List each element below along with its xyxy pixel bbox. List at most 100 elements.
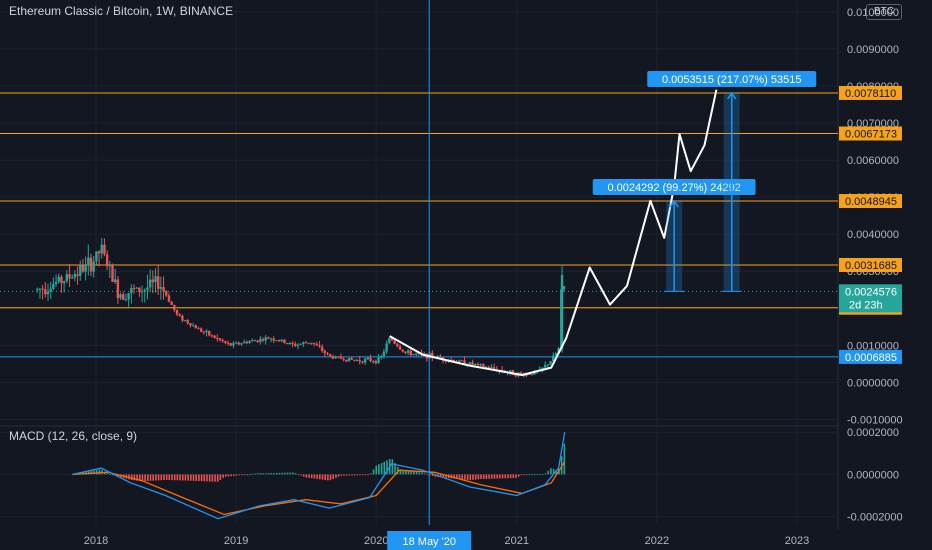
macd-histogram-bar (456, 474, 458, 479)
candle (431, 350, 434, 362)
level-price-tag: 0.0048945 (839, 194, 902, 209)
candle (191, 322, 195, 327)
candle (315, 341, 318, 346)
candle (183, 319, 187, 322)
macd-histogram-bar (327, 474, 329, 481)
candle (366, 356, 370, 360)
candle (439, 354, 442, 358)
macd-histogram-bar (235, 474, 238, 476)
candle (229, 342, 232, 347)
macd-histogram-bar (501, 474, 504, 479)
time-tick-label: 2019 (224, 535, 248, 547)
price-tick-label: 0.0100000 (847, 7, 899, 19)
macd-histogram-bar (313, 474, 316, 479)
macd-histogram-bar (429, 474, 431, 476)
macd-histogram-bar (214, 474, 216, 482)
macd-histogram-bar (265, 473, 267, 475)
macd-histogram-bar (208, 474, 211, 482)
candle (342, 357, 345, 362)
projection-drawings[interactable]: 0.0024292 (99.27%) 24292 0.0053515 (217.0… (389, 0, 817, 525)
macd-histogram-bar (345, 474, 348, 476)
macd-histogram-bar (133, 474, 136, 481)
candle (291, 341, 294, 348)
macd-histogram-bar (297, 474, 300, 476)
candle (156, 265, 160, 296)
macd-histogram-bar (396, 466, 399, 475)
svg-text:0.0006885: 0.0006885 (845, 352, 897, 364)
macd-histogram-bar (251, 473, 254, 475)
macd-histogram-bar (294, 473, 297, 475)
candle (194, 324, 198, 329)
macd-histogram-bar (141, 474, 144, 482)
macd-histogram-bar (181, 474, 184, 481)
candle (385, 340, 388, 355)
macd-histogram-bar (477, 474, 480, 480)
level-price-tag: 0.0078110 (839, 85, 902, 100)
candle (105, 250, 109, 271)
macd-tick-label: 0.0000000 (847, 469, 899, 481)
level-price-tag: 0.0006885 (839, 349, 902, 364)
candle (272, 336, 275, 343)
candle (81, 259, 85, 273)
candle (318, 341, 321, 348)
candle (175, 309, 179, 317)
candle (310, 342, 313, 345)
macd-histogram-bar (305, 474, 308, 478)
price-range-measure[interactable] (664, 199, 685, 292)
candle (87, 244, 90, 276)
macd-histogram-bar (512, 474, 515, 479)
candle (57, 273, 60, 284)
price-tick-label: 0.0000000 (847, 377, 899, 389)
macd-histogram-bar (418, 472, 421, 475)
candle (54, 274, 58, 288)
candle (275, 340, 278, 342)
candle (234, 341, 238, 344)
macd-histogram-bar (284, 472, 286, 475)
candle (76, 266, 79, 285)
candle (143, 288, 146, 303)
macd-histogram-bar (179, 474, 181, 481)
last-price-label: 0.0024576 (845, 286, 897, 298)
price-range-measure[interactable] (721, 91, 742, 292)
macd-histogram-bar (165, 474, 168, 480)
candle (130, 284, 133, 304)
candle (224, 340, 227, 345)
candle (312, 342, 316, 347)
price-tick-label: 0.0090000 (847, 44, 899, 56)
projection-curve[interactable] (389, 89, 718, 376)
macd-histogram-bar (112, 474, 114, 476)
macd-histogram-bar (413, 471, 415, 475)
candle (345, 359, 348, 363)
macd-histogram-bar (324, 474, 326, 480)
candle (404, 351, 407, 355)
macd-histogram-bar (254, 473, 257, 475)
macd-histogram-bar (372, 469, 375, 475)
macd-histogram-bar (370, 473, 372, 475)
candle (369, 354, 372, 363)
time-axis[interactable]: 2018 2019 2020 2021 2022 2023 18 May '20 (84, 531, 809, 550)
svg-text:0.0053515 (217.07%) 53515: 0.0053515 (217.07%) 53515 (662, 74, 801, 86)
candle (232, 341, 235, 349)
macd-histogram-bar (302, 474, 305, 477)
price-axis[interactable]: 0.01000000.00900000.00800000.00700000.00… (839, 7, 903, 524)
macd-histogram-bar (434, 474, 437, 477)
macd-pane (71, 432, 566, 520)
macd-histogram-bar (466, 474, 469, 480)
macd-histogram-bar (130, 474, 133, 480)
candle (213, 334, 216, 339)
candle (159, 276, 163, 300)
currency-badge[interactable]: BTC (866, 4, 902, 20)
macd-histogram-bar (340, 474, 343, 476)
macd-histogram-bar (504, 474, 507, 479)
horizontal-levels[interactable] (0, 92, 838, 358)
candle (79, 260, 82, 281)
macd-histogram-bar (173, 474, 176, 481)
macd-histogram-bar (278, 472, 281, 475)
macd-histogram-bar (445, 474, 447, 478)
macd-histogram-bar (246, 474, 249, 476)
candle (264, 334, 267, 345)
candle (283, 339, 286, 344)
candle (181, 314, 184, 323)
candle (288, 341, 292, 345)
